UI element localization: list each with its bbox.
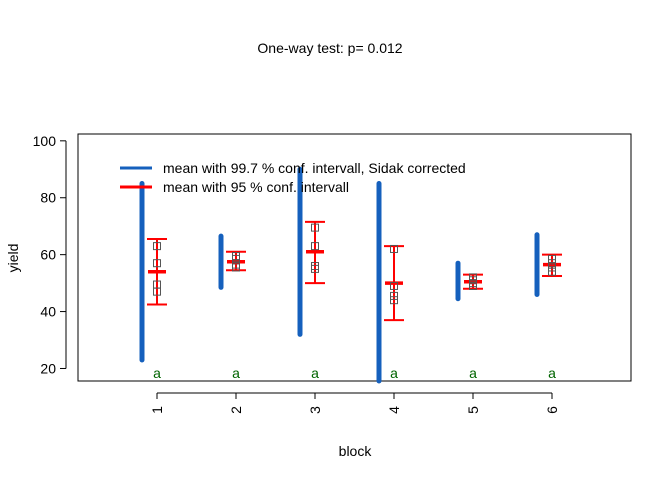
data-point xyxy=(153,287,161,296)
data-point xyxy=(548,259,556,268)
data-point xyxy=(153,259,161,268)
data-point xyxy=(390,281,398,290)
x-tick-label: 1 xyxy=(149,406,165,414)
x-tick-label: 5 xyxy=(465,406,481,414)
y-tick-label: 60 xyxy=(40,247,56,263)
data-point xyxy=(548,267,556,276)
data-point xyxy=(232,254,240,263)
group-letter: a xyxy=(153,365,161,381)
legend-label: mean with 99.7 % conf. intervall, Sidak … xyxy=(163,160,466,176)
data-point xyxy=(548,254,556,263)
y-tick-label: 40 xyxy=(40,304,56,320)
data-point xyxy=(548,263,556,272)
data-point xyxy=(311,242,319,251)
data-point xyxy=(390,296,398,305)
x-axis-label: block xyxy=(339,443,373,459)
data-point xyxy=(390,244,398,253)
group-letter: a xyxy=(390,365,398,381)
data-point xyxy=(390,291,398,300)
chart-title: One-way test: p= 0.012 xyxy=(257,40,402,56)
data-point xyxy=(469,281,477,290)
x-tick-label: 4 xyxy=(386,406,402,414)
data-point xyxy=(232,263,240,272)
data-point xyxy=(311,264,319,273)
x-tick-label: 2 xyxy=(228,406,244,414)
group-letter: a xyxy=(548,365,556,381)
group-letter: a xyxy=(311,365,319,381)
legend-label: mean with 95 % conf. intervall xyxy=(163,179,349,195)
y-tick-label: 80 xyxy=(40,190,56,206)
y-tick-label: 20 xyxy=(40,360,56,376)
group-letter: a xyxy=(232,365,240,381)
y-tick-label: 100 xyxy=(33,133,57,149)
data-point xyxy=(153,242,161,251)
data-point xyxy=(311,223,319,232)
plot-frame xyxy=(77,133,632,382)
x-tick-label: 6 xyxy=(544,406,560,414)
group-letter: a xyxy=(469,365,477,381)
x-tick-label: 3 xyxy=(307,406,323,414)
y-axis-label: yield xyxy=(5,244,21,273)
